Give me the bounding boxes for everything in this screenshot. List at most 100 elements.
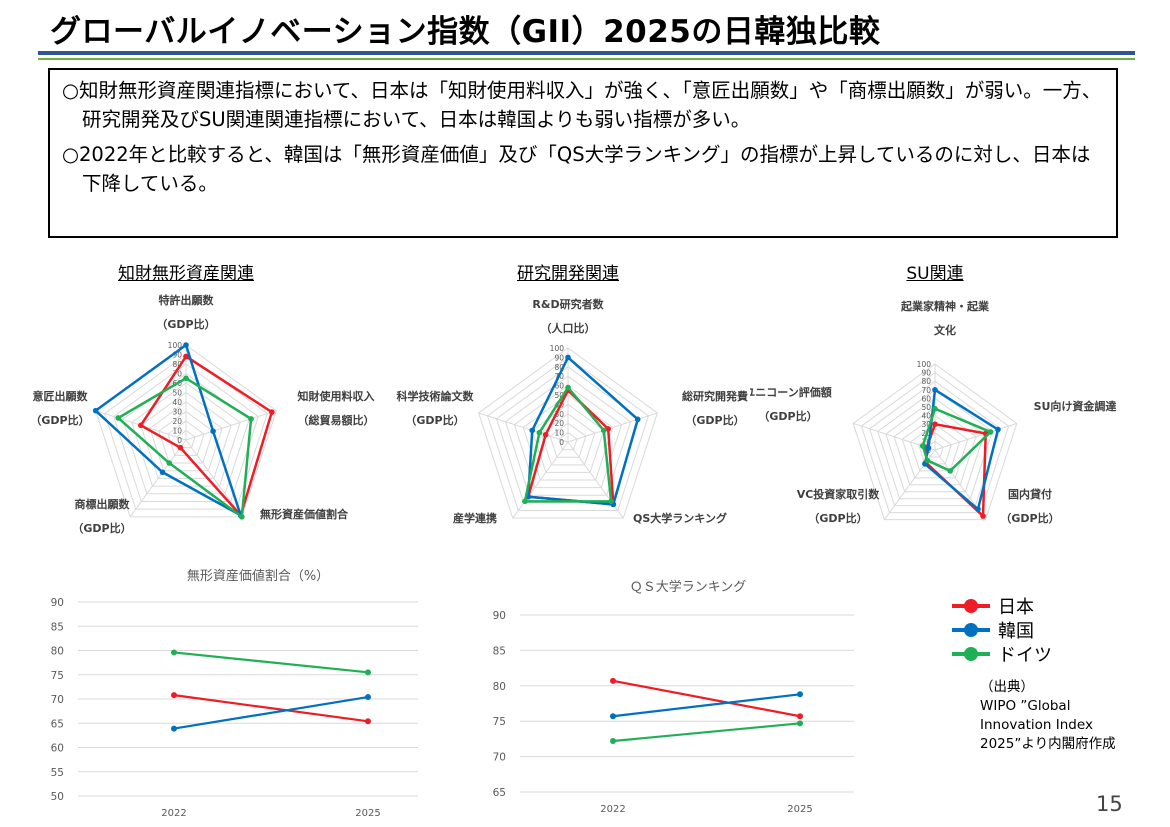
legend-label-korea: 韓国 [998,621,1034,642]
radar-tick-label: 90 [172,351,182,360]
line-point-japan [365,718,371,725]
radar-point-germany [565,384,571,391]
radar-axis-label: （GDP比） [685,413,744,427]
radar-chart-su: 0102030405060708090100起業家精神・起業文化SU向け資金調達… [750,299,1117,525]
radar-tick-label: 50 [554,391,564,400]
radar-tick-label: 30 [554,410,564,419]
radar-tick-label: 10 [554,429,564,438]
radar-point-germany [166,460,173,466]
radar-point-korea [210,428,216,434]
radar-point-korea [932,387,938,393]
line-y-tick-label: 50 [51,791,64,803]
radar-point-japan [177,444,184,451]
radar-axis-label: SU向け資金調達 [1034,399,1117,413]
radar-grid-ring [513,384,623,489]
radar-tick-label: 80 [921,377,931,386]
page-title: グローバルイノベーション指数（GII）2025の日韓独比較 [50,14,881,50]
radar-spoke [185,439,243,518]
radar-point-korea [995,426,1001,433]
source-text: WIPO ”Global Innovation Index 2025”より内閣府… [980,698,1116,752]
radar-axis-label: 特許出願数 [159,293,215,307]
radar-grid-ring [893,406,977,486]
radar-grid-ring [860,371,1010,514]
radar-tick-label: 60 [554,382,564,391]
radar-axis-label: 文化 [934,323,956,337]
legend-item-japan: 日本 [952,594,1052,618]
radar-point-germany [608,498,614,505]
line-chart-title: 無形資産価値割合（%） [187,568,329,584]
radar-axis-label: R&D研究者数 [532,297,604,311]
radar-grid-ring [176,429,196,449]
radar-grid-ring [868,380,1002,507]
radar-axis-label: （GDP比） [30,413,89,427]
line-point-japan [171,692,177,699]
radar-tick-label: 100 [550,344,565,353]
radar-series-japan [139,355,274,517]
radar-axis-label: 科学技術論文数 [397,389,475,403]
radar-axis-label: 総研究開発費 [682,389,748,403]
radar-tick-label: 70 [921,386,931,395]
line-point-korea [610,713,616,720]
radar-tick-label: 100 [168,341,183,350]
radar-tick-label: 40 [172,398,182,407]
radar-series-korea [94,343,242,517]
radar-point-japan [138,422,144,429]
line-y-tick-label: 80 [51,646,64,658]
radar-series-germany [921,407,992,473]
line-series-korea [612,693,801,718]
radar-axis-label: （総貿易額比） [298,413,375,427]
radar-axis-label: （人口比） [541,321,596,335]
page-number: 15 [1096,792,1123,816]
radar-point-japan [932,421,938,427]
radar-grid-ring [149,401,223,472]
radar-tick-label: 0 [177,436,182,445]
radar-grid-ring [540,413,596,466]
radar-point-korea [565,354,571,361]
radar-tick-label: 0 [559,438,564,447]
radar-axis-label: 商標出願数 [75,497,131,511]
radar-spoke [185,410,277,441]
radar-axis-label: （GDP比） [758,409,817,423]
line-series-germany [173,651,369,674]
line-point-japan [610,677,616,684]
radar-tick-label: 90 [554,353,564,362]
radar-series-korea [923,388,1000,511]
legend-label-japan: 日本 [998,597,1034,618]
line-y-tick-label: 75 [493,716,506,728]
line-x-tick-label: 2022 [161,808,186,819]
radar-point-germany [248,416,254,422]
radar-axis-label: 意匠出願数 [33,389,89,403]
radar-tick-label: 50 [172,389,182,398]
radar-point-korea [975,506,981,512]
radar-grid-ring [504,375,632,496]
radar-point-korea [183,342,189,348]
summary-point-2: ○2022年と比較すると、韓国は「無形資産価値」及び「QS大学ランキング」の指標… [62,143,1091,195]
radar-point-japan [269,409,275,415]
line-y-tick-label: 65 [51,718,64,730]
radar-grid-ring [486,356,650,511]
radar-title-su: SU関連 [906,264,964,284]
line-x-tick-label: 2022 [600,804,625,815]
radar-grid-ring [531,403,605,473]
line-y-tick-label: 85 [493,645,506,657]
radar-spoke [567,412,658,443]
radar-tick-label: 20 [554,419,564,428]
line-y-tick-label: 75 [51,670,64,682]
radar-grid-ring [522,394,614,481]
radar-point-germany [115,415,122,421]
line-series-germany [612,722,801,743]
radar-grid-ring [478,347,658,519]
radar-title-ip: 知財無形資産関連 [118,264,254,284]
radar-tick-label: 20 [172,417,182,426]
radar-grid-ring [885,397,985,493]
radar-tick-label: 80 [554,363,564,372]
radar-point-germany [919,443,926,449]
line-y-tick-label: 55 [51,767,64,779]
title-rule-blue [38,51,1135,55]
radar-axis-label: （GDP比） [1000,511,1059,525]
radar-point-germany [183,375,189,382]
radar-point-japan [542,431,549,438]
summary-box: ○知財無形資産関連指標において、日本は「知財使用料収入」が強く、「意匠出願数」や… [48,68,1118,238]
radar-tick-label: 70 [172,370,182,379]
source-heading: （出典） [980,679,1034,695]
